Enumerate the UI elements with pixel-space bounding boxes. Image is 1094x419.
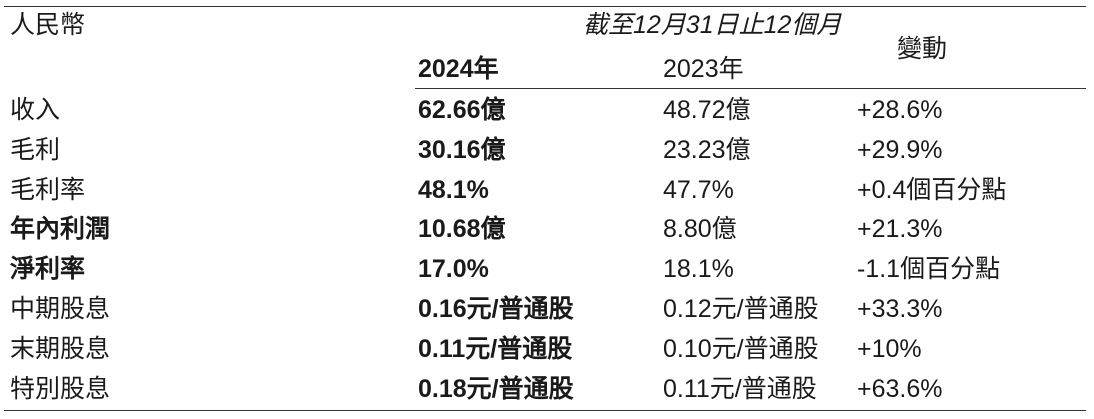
- row-value-2023: 0.12元/普通股: [663, 295, 819, 323]
- row-value-2024: 0.18元/普通股: [418, 375, 574, 403]
- current-year-column-header: 2024年: [418, 55, 499, 83]
- header-divider-rule: [415, 88, 1086, 89]
- row-label: 毛利: [10, 136, 61, 164]
- row-label: 收入: [10, 96, 61, 124]
- row-change: +21.3%: [857, 215, 943, 243]
- row-label: 淨利率: [10, 255, 86, 283]
- row-label: 毛利率: [10, 176, 86, 204]
- row-value-2024: 10.68億: [418, 215, 506, 243]
- row-change: +29.9%: [857, 136, 943, 164]
- row-change: +10%: [857, 335, 922, 363]
- row-value-2024: 62.66億: [418, 96, 506, 124]
- prior-year-column-header: 2023年: [663, 55, 744, 83]
- row-change: +0.4個百分點: [857, 176, 1007, 204]
- row-value-2023: 18.1%: [663, 255, 734, 283]
- period-heading: 截至12月31日止12個月: [583, 11, 842, 39]
- row-label: 中期股息: [10, 295, 111, 323]
- row-value-2023: 0.11元/普通股: [663, 375, 817, 403]
- row-value-2024: 0.11元/普通股: [418, 335, 573, 363]
- row-value-2024: 48.1%: [418, 176, 489, 204]
- row-label: 末期股息: [10, 335, 111, 363]
- row-value-2023: 47.7%: [663, 176, 734, 204]
- row-change: -1.1個百分點: [857, 255, 1001, 283]
- change-column-header: 變動: [897, 35, 948, 63]
- row-value-2024: 17.0%: [418, 255, 489, 283]
- row-value-2023: 48.72億: [663, 96, 751, 124]
- row-change: +28.6%: [857, 96, 943, 124]
- row-change: +63.6%: [857, 375, 943, 403]
- currency-label: 人民幣: [10, 11, 86, 39]
- row-value-2023: 0.10元/普通股: [663, 335, 819, 363]
- row-value-2024: 30.16億: [418, 136, 506, 164]
- table-bottom-rule: [4, 410, 1086, 411]
- row-change: +33.3%: [857, 295, 943, 323]
- row-label: 年內利潤: [10, 215, 111, 243]
- table-top-rule: [4, 6, 1086, 7]
- row-label: 特別股息: [10, 375, 111, 403]
- row-value-2023: 23.23億: [663, 136, 751, 164]
- row-value-2024: 0.16元/普通股: [418, 295, 574, 323]
- row-value-2023: 8.80億: [663, 215, 737, 243]
